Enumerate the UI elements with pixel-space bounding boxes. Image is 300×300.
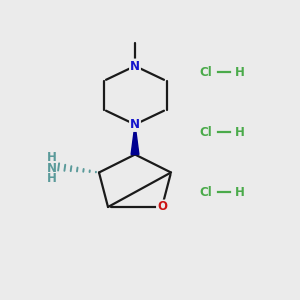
Polygon shape <box>131 124 139 154</box>
Text: N: N <box>47 161 57 175</box>
Text: Cl: Cl <box>200 185 212 199</box>
Text: H: H <box>47 172 57 185</box>
Text: H: H <box>235 185 244 199</box>
Text: Cl: Cl <box>200 65 212 79</box>
Text: N: N <box>130 118 140 131</box>
Text: Cl: Cl <box>200 125 212 139</box>
Text: N: N <box>130 59 140 73</box>
Text: O: O <box>157 200 167 214</box>
Text: H: H <box>235 125 244 139</box>
Text: H: H <box>235 65 244 79</box>
Text: H: H <box>47 151 57 164</box>
